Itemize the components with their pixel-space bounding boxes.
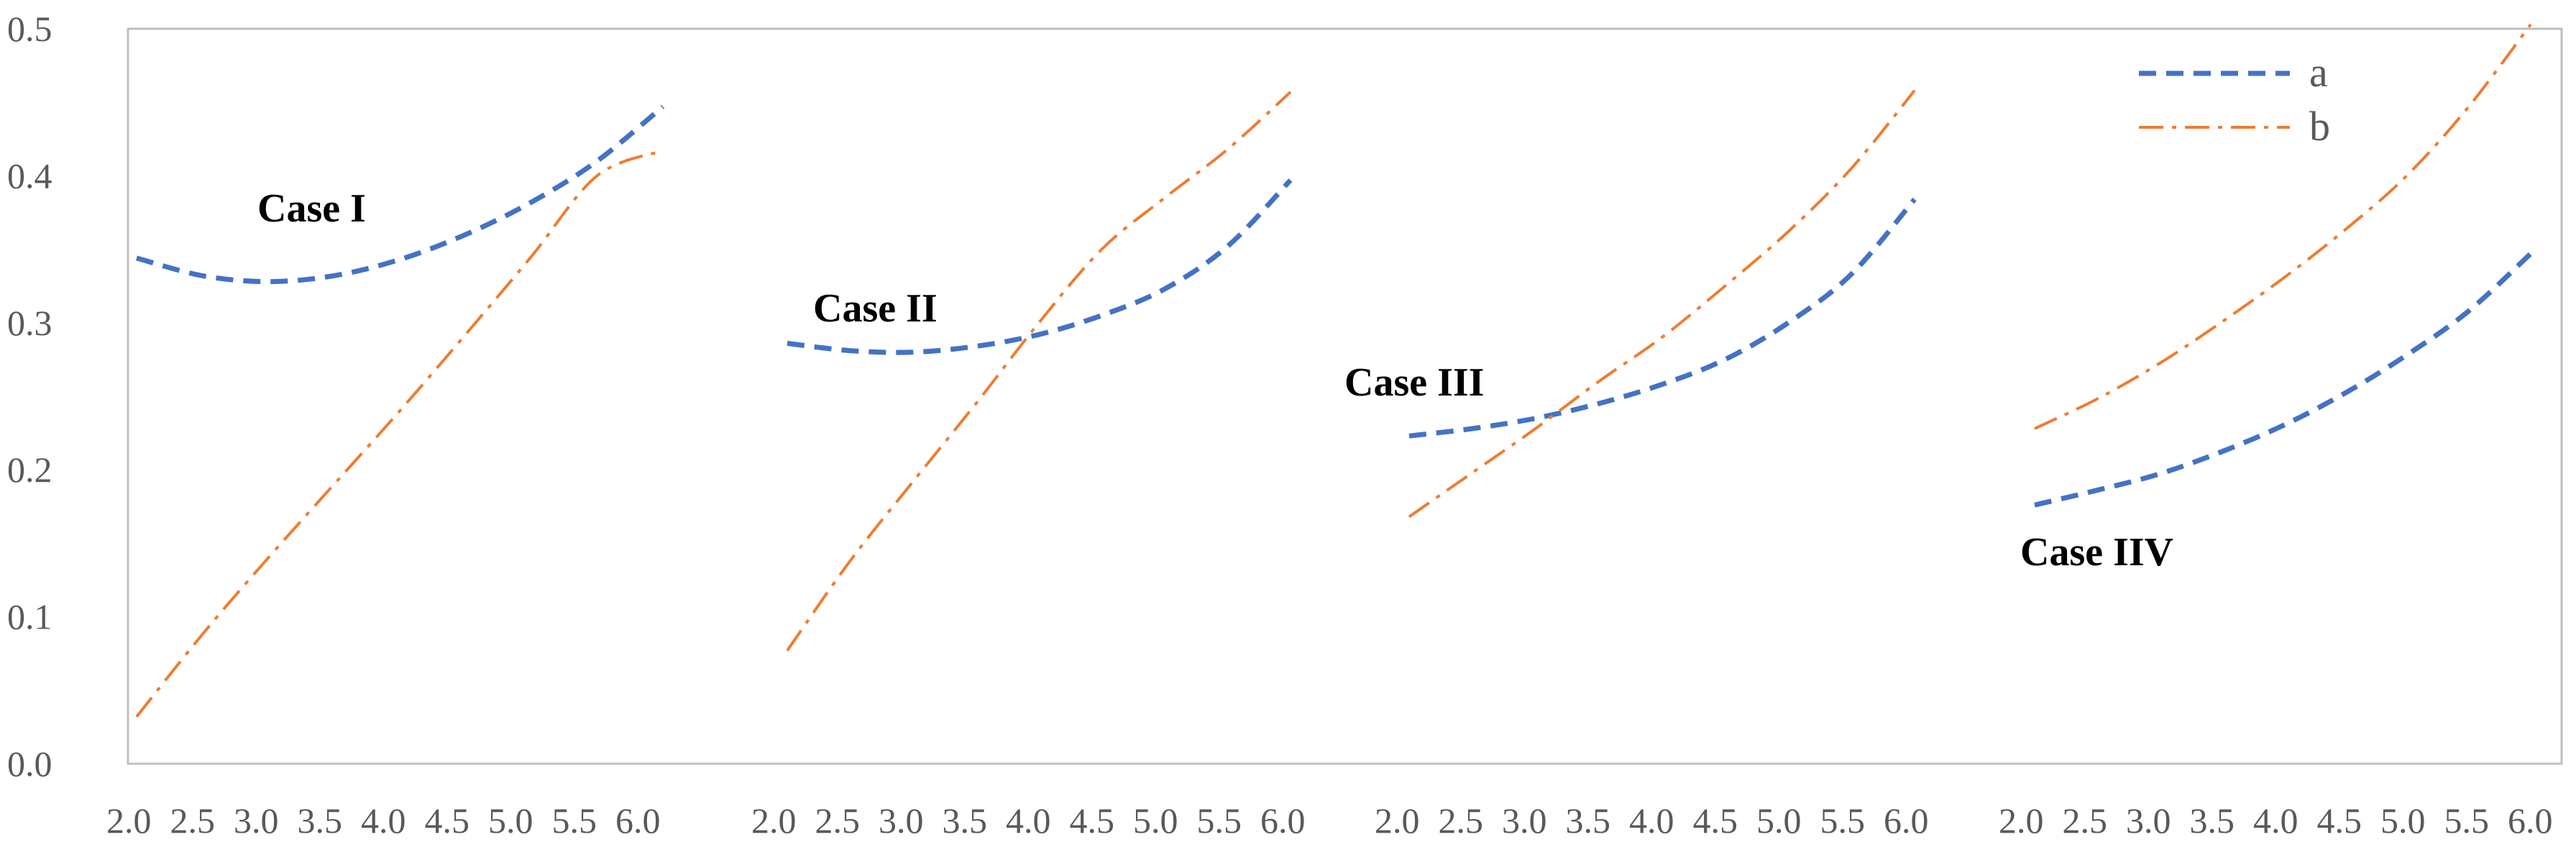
series-line-b bbox=[1408, 89, 1916, 518]
case-label: Case I bbox=[257, 186, 366, 231]
series-line-a bbox=[136, 104, 665, 285]
x-tick-label: 4.5 bbox=[1693, 800, 1738, 841]
x-tick-label: 3.5 bbox=[943, 800, 988, 841]
case-label: Case IIV bbox=[2020, 530, 2173, 575]
case-label: Case II bbox=[813, 286, 938, 331]
series-line-a bbox=[1408, 197, 1917, 439]
x-tick-label: 3.5 bbox=[298, 800, 343, 841]
x-tick-label: 5.0 bbox=[1133, 800, 1178, 841]
x-tick-label: 3.0 bbox=[1502, 800, 1547, 841]
series-layer bbox=[135, 23, 2533, 718]
panel-3 bbox=[1408, 89, 1917, 518]
series-line-b bbox=[135, 149, 664, 718]
x-tick-label: 4.5 bbox=[2317, 800, 2362, 841]
x-tick-label: 4.5 bbox=[425, 800, 470, 841]
x-tick-label: 3.5 bbox=[1566, 800, 1611, 841]
legend: ab bbox=[2139, 49, 2330, 150]
panel-2 bbox=[786, 91, 1293, 652]
x-tick-label: 5.0 bbox=[1756, 800, 1802, 841]
x-tick-label: 5.0 bbox=[2380, 800, 2426, 841]
x-tick-label: 6.0 bbox=[2508, 800, 2553, 841]
x-tick-label: 2.5 bbox=[2063, 800, 2108, 841]
x-tick-label: 6.0 bbox=[1884, 800, 1929, 841]
x-tick-label: 4.0 bbox=[2253, 800, 2298, 841]
y-tick-label: 0.3 bbox=[7, 303, 52, 343]
x-tick-label: 6.0 bbox=[615, 800, 661, 841]
x-axis: 2.0 2.5 3.0 3.5 4.0 4.5 5.0 5.5 6.0 2.0 2.5 3.0 3.5 4… bbox=[106, 800, 2553, 841]
x-tick-label: 3.5 bbox=[2190, 800, 2235, 841]
x-tick-label: 2.0 bbox=[1999, 800, 2044, 841]
x-tick-label: 6.0 bbox=[1260, 800, 1306, 841]
x-tick-label: 4.0 bbox=[1006, 800, 1051, 841]
x-tick-label: 2.0 bbox=[1375, 800, 1420, 841]
series-line-a bbox=[787, 178, 1293, 355]
x-tick-label: 3.0 bbox=[2126, 800, 2171, 841]
x-tick-label: 5.5 bbox=[2444, 800, 2490, 841]
x-tick-label: 5.5 bbox=[1197, 800, 1242, 841]
y-tick-label: 0.0 bbox=[7, 744, 52, 784]
plot-area-border bbox=[127, 27, 2563, 765]
x-tick-label: 5.0 bbox=[488, 800, 533, 841]
case-label: Case III bbox=[1344, 360, 1484, 405]
x-tick-label: 2.5 bbox=[1439, 800, 1484, 841]
series-line-a bbox=[2034, 252, 2533, 508]
x-tick-label: 2.0 bbox=[106, 800, 152, 841]
y-tick-label: 0.2 bbox=[7, 449, 52, 490]
x-tick-label: 3.0 bbox=[234, 800, 279, 841]
x-tick-label: 4.5 bbox=[1070, 800, 1115, 841]
legend-label-a: a bbox=[2309, 49, 2328, 96]
x-tick-label: 5.5 bbox=[1820, 800, 1866, 841]
x-tick-label: 2.5 bbox=[815, 800, 861, 841]
x-tick-label: 2.5 bbox=[170, 800, 216, 841]
y-tick-label: 0.1 bbox=[7, 597, 52, 637]
panel-1 bbox=[135, 104, 665, 718]
series-line-b bbox=[786, 91, 1292, 652]
x-tick-label: 4.0 bbox=[361, 800, 406, 841]
x-tick-label: 5.5 bbox=[552, 800, 597, 841]
x-tick-label: 3.0 bbox=[879, 800, 924, 841]
y-axis: 0.0 0.1 0.2 0.3 0.4 0.5 bbox=[7, 9, 52, 784]
y-tick-label: 0.5 bbox=[7, 9, 52, 49]
panel-4 bbox=[2034, 23, 2533, 508]
x-tick-label: 2.0 bbox=[751, 800, 797, 841]
case-labels: Case I Case II Case III Case IIV bbox=[257, 186, 2173, 575]
legend-label-b: b bbox=[2309, 103, 2330, 150]
x-tick-label: 4.0 bbox=[1629, 800, 1674, 841]
y-tick-label: 0.4 bbox=[7, 155, 52, 196]
series-line-b bbox=[2034, 23, 2532, 430]
